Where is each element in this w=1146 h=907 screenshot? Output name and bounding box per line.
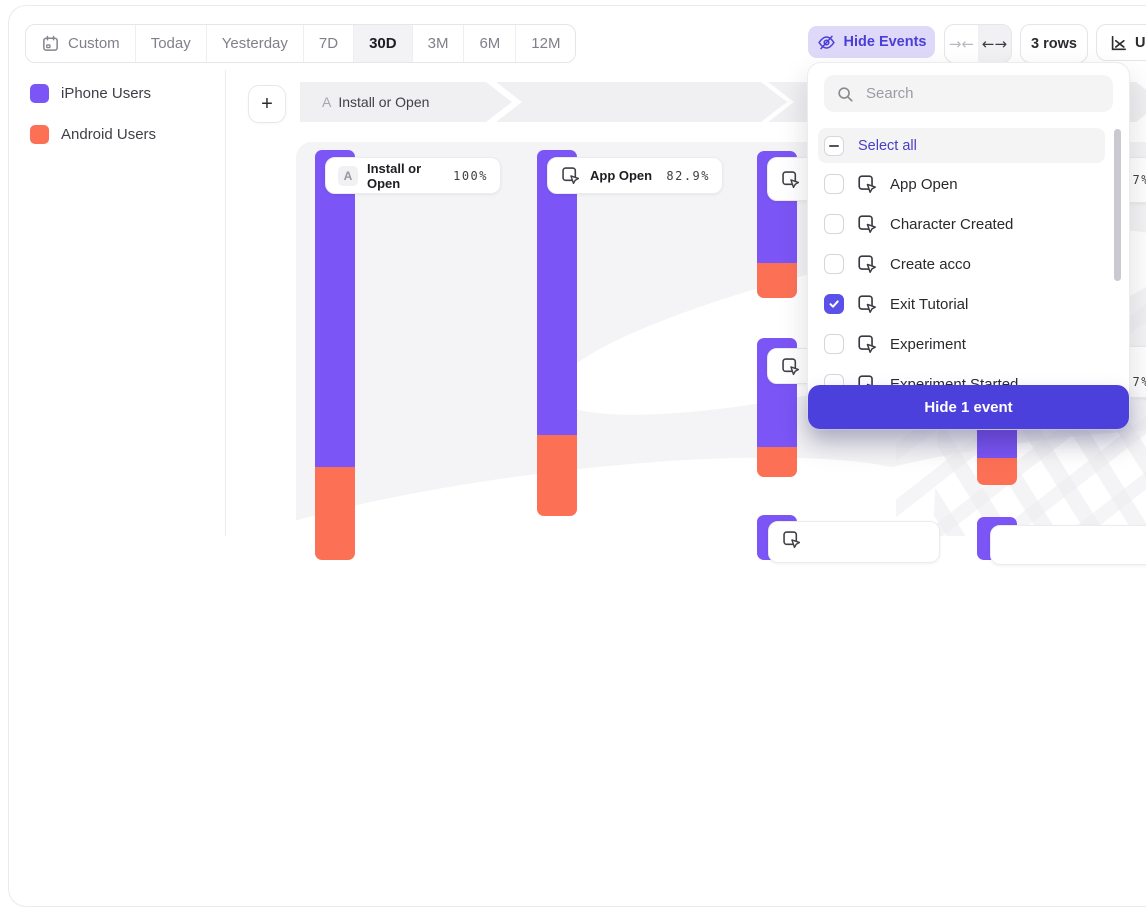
checkbox-unchecked[interactable]: [824, 174, 844, 194]
step-card-percent: 100%: [453, 168, 488, 183]
hide-event-button[interactable]: Hide 1 event: [808, 385, 1129, 429]
select-all-row[interactable]: Select all: [818, 128, 1105, 163]
search-input[interactable]: [864, 84, 1101, 103]
plus-icon: +: [261, 92, 273, 115]
event-row-character-created[interactable]: Character Created: [818, 204, 1119, 244]
legend-swatch-android: [30, 125, 49, 144]
checkbox-checked[interactable]: [824, 294, 844, 314]
step-card-install-or-open[interactable]: A Install or Open 100%: [325, 157, 501, 194]
event-click-icon: [856, 173, 878, 195]
event-click-icon: [780, 169, 801, 190]
event-row-app-open[interactable]: App Open: [818, 164, 1119, 204]
legend-item-iphone[interactable]: iPhone Users: [30, 84, 151, 103]
collapse-columns-button[interactable]: →←: [945, 25, 978, 62]
event-click-icon: [560, 165, 581, 186]
eye-off-icon: [817, 33, 836, 52]
event-label: Create acco: [890, 255, 971, 273]
calendar-icon: [41, 34, 60, 53]
dropdown-search[interactable]: [824, 75, 1113, 112]
legend-label-iphone: iPhone Users: [61, 85, 152, 102]
users-button-label: U: [1135, 34, 1146, 51]
expand-columns-button[interactable]: ←→: [978, 25, 1011, 62]
select-all-label: Select all: [858, 137, 917, 154]
step-card-step3-row3[interactable]: [768, 521, 940, 563]
step-label: Install or Open: [338, 94, 430, 110]
sidebar-divider: [225, 70, 226, 536]
add-step-button[interactable]: +: [248, 85, 286, 123]
step-card-step4-row3[interactable]: [990, 525, 1146, 565]
legend-label-android: Android Users: [61, 126, 157, 143]
date-range-today[interactable]: Today: [136, 25, 207, 62]
step-a-badge: A: [338, 165, 358, 186]
rows-count-button[interactable]: 3 rows: [1020, 24, 1088, 63]
legend-item-android[interactable]: Android Users: [30, 125, 156, 144]
rows-count-label: 3 rows: [1031, 35, 1077, 52]
event-row-experiment[interactable]: Experiment: [818, 324, 1119, 364]
checkbox-unchecked[interactable]: [824, 334, 844, 354]
date-range-control: Custom Today Yesterday 7D 30D 3M 6M 12M: [25, 24, 577, 63]
checkbox-unchecked[interactable]: [824, 214, 844, 234]
event-row-create-acco[interactable]: Create acco: [818, 244, 1119, 284]
events-dropdown: Select all App Open Character Created Cr…: [807, 62, 1130, 430]
funnel-bar-step1[interactable]: [315, 150, 355, 560]
dropdown-scrollbar[interactable]: [1114, 129, 1121, 281]
select-all-checkbox-indeterminate[interactable]: [824, 135, 844, 156]
date-range-yesterday[interactable]: Yesterday: [207, 25, 304, 62]
minus-icon: [829, 144, 839, 147]
date-range-3m[interactable]: 3M: [413, 25, 465, 62]
date-range-6m[interactable]: 6M: [464, 25, 517, 62]
hide-events-label: Hide Events: [843, 34, 927, 50]
legend-swatch-iphone: [30, 84, 49, 103]
bar-segment-iphone: [315, 150, 355, 467]
users-chart-button[interactable]: U: [1096, 24, 1146, 61]
event-label: Character Created: [890, 215, 1014, 233]
event-label: Experiment: [890, 335, 966, 353]
line-chart-icon: [1109, 34, 1127, 52]
step-letter: A: [322, 94, 332, 110]
event-click-icon: [856, 253, 878, 275]
step-card-label: Install or Open: [367, 160, 422, 191]
expand-icon: ←→: [981, 34, 1008, 53]
hide-events-button[interactable]: Hide Events: [808, 26, 935, 58]
date-range-30d-active[interactable]: 30D: [354, 25, 413, 62]
app-canvas: { "colors": { "bar_purple": "#7b55f5", "…: [8, 5, 1146, 907]
funnel-bar-step2[interactable]: [537, 150, 577, 516]
date-range-7d[interactable]: 7D: [304, 25, 355, 62]
event-label: App Open: [890, 175, 958, 193]
step-card-label: App Open: [590, 168, 653, 183]
date-range-custom[interactable]: Custom: [26, 25, 136, 62]
collapse-expand-control: →← ←→: [944, 24, 1012, 63]
event-list: App Open Character Created Create acco E…: [818, 164, 1119, 404]
bar-segment-android: [977, 458, 1017, 485]
event-label: Exit Tutorial: [890, 295, 969, 313]
bar-segment-android: [537, 435, 577, 516]
search-icon: [836, 85, 854, 103]
event-click-icon: [856, 293, 878, 315]
event-click-icon: [781, 529, 802, 550]
date-range-12m[interactable]: 12M: [531, 35, 561, 52]
bar-segment-android: [757, 447, 797, 477]
check-icon: [829, 300, 839, 308]
bar-segment-android: [315, 467, 355, 560]
event-click-icon: [856, 213, 878, 235]
step-card-app-open[interactable]: App Open 82.9%: [547, 157, 723, 194]
event-click-icon: [780, 356, 801, 377]
date-range-label: Custom: [68, 35, 120, 52]
step-chevron-b[interactable]: [496, 82, 787, 122]
step-chevron-a[interactable]: A Install or Open: [300, 82, 512, 122]
step-card-percent: 82.9%: [666, 168, 710, 183]
event-click-icon: [856, 333, 878, 355]
checkbox-unchecked[interactable]: [824, 254, 844, 274]
event-row-exit-tutorial[interactable]: Exit Tutorial: [818, 284, 1119, 324]
hide-event-label: Hide 1 event: [924, 398, 1013, 416]
collapse-icon: →←: [948, 34, 975, 53]
bar-segment-android: [757, 263, 797, 298]
bar-segment-iphone: [537, 150, 577, 435]
